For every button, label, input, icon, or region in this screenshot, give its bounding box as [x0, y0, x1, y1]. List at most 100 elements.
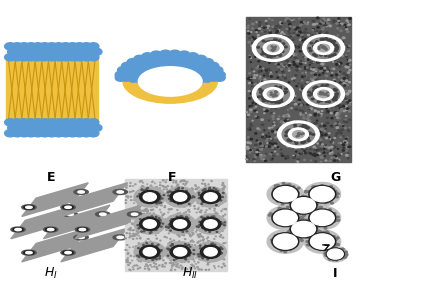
- Circle shape: [303, 124, 305, 125]
- Circle shape: [265, 54, 267, 55]
- Circle shape: [150, 225, 151, 226]
- Circle shape: [309, 215, 312, 217]
- Circle shape: [159, 250, 160, 251]
- Circle shape: [316, 227, 318, 228]
- Circle shape: [177, 201, 178, 202]
- Circle shape: [306, 141, 309, 142]
- Circle shape: [136, 77, 147, 84]
- Circle shape: [260, 91, 263, 93]
- Circle shape: [324, 202, 327, 204]
- Circle shape: [342, 256, 345, 258]
- Circle shape: [289, 202, 292, 204]
- Circle shape: [274, 122, 275, 123]
- Circle shape: [301, 218, 304, 219]
- Circle shape: [296, 219, 299, 220]
- Circle shape: [141, 189, 143, 190]
- Circle shape: [202, 258, 204, 259]
- Circle shape: [300, 25, 301, 26]
- Circle shape: [300, 216, 303, 218]
- Circle shape: [259, 28, 261, 29]
- Circle shape: [222, 256, 223, 257]
- Circle shape: [207, 223, 208, 224]
- Circle shape: [275, 108, 276, 109]
- Circle shape: [324, 47, 326, 48]
- Circle shape: [277, 60, 279, 61]
- Circle shape: [158, 245, 160, 246]
- Circle shape: [278, 207, 281, 209]
- Circle shape: [310, 114, 311, 115]
- Circle shape: [262, 83, 264, 84]
- Circle shape: [139, 255, 140, 256]
- Circle shape: [153, 219, 154, 220]
- Circle shape: [302, 113, 304, 114]
- Circle shape: [330, 40, 333, 42]
- Circle shape: [203, 203, 204, 204]
- Circle shape: [317, 138, 318, 139]
- Circle shape: [343, 78, 345, 79]
- Circle shape: [272, 95, 274, 97]
- Circle shape: [346, 20, 348, 21]
- Circle shape: [185, 270, 186, 271]
- Circle shape: [185, 181, 186, 182]
- Circle shape: [283, 250, 286, 252]
- Circle shape: [327, 20, 329, 22]
- Circle shape: [192, 196, 194, 197]
- Circle shape: [282, 134, 284, 135]
- Circle shape: [133, 235, 134, 237]
- Circle shape: [163, 222, 164, 223]
- Circle shape: [341, 250, 344, 252]
- Circle shape: [309, 50, 312, 52]
- Circle shape: [347, 148, 348, 149]
- Circle shape: [283, 96, 285, 97]
- Circle shape: [215, 223, 216, 224]
- Circle shape: [297, 46, 300, 48]
- Circle shape: [253, 38, 256, 40]
- Circle shape: [191, 258, 192, 259]
- Circle shape: [88, 119, 99, 126]
- Circle shape: [166, 248, 167, 249]
- Circle shape: [261, 158, 262, 160]
- Circle shape: [330, 146, 333, 148]
- Circle shape: [334, 89, 337, 91]
- Circle shape: [184, 250, 185, 251]
- Circle shape: [261, 48, 264, 50]
- Circle shape: [327, 23, 329, 24]
- Circle shape: [262, 97, 264, 99]
- Circle shape: [221, 267, 222, 268]
- Circle shape: [170, 216, 171, 217]
- Circle shape: [340, 257, 342, 259]
- Circle shape: [136, 64, 147, 71]
- Ellipse shape: [127, 212, 142, 217]
- Circle shape: [191, 240, 193, 241]
- Circle shape: [290, 66, 292, 67]
- Circle shape: [223, 243, 225, 244]
- Circle shape: [310, 141, 311, 142]
- Circle shape: [250, 138, 252, 140]
- Circle shape: [331, 117, 333, 119]
- Circle shape: [272, 102, 275, 104]
- Circle shape: [319, 93, 321, 94]
- Circle shape: [349, 60, 351, 61]
- Circle shape: [280, 38, 282, 39]
- Circle shape: [317, 233, 319, 235]
- Circle shape: [325, 247, 327, 249]
- Circle shape: [159, 265, 160, 266]
- Circle shape: [147, 258, 149, 259]
- Circle shape: [153, 250, 154, 251]
- Circle shape: [253, 77, 255, 78]
- Circle shape: [208, 184, 209, 185]
- Circle shape: [327, 251, 330, 252]
- Circle shape: [265, 20, 267, 21]
- Circle shape: [307, 59, 309, 60]
- Circle shape: [201, 245, 221, 258]
- Circle shape: [264, 37, 266, 39]
- Circle shape: [307, 24, 309, 25]
- Circle shape: [186, 221, 187, 222]
- Circle shape: [190, 205, 191, 206]
- Circle shape: [140, 192, 141, 193]
- Circle shape: [178, 221, 180, 222]
- Circle shape: [210, 225, 211, 226]
- Circle shape: [302, 23, 303, 24]
- Circle shape: [314, 113, 317, 115]
- Circle shape: [311, 98, 314, 100]
